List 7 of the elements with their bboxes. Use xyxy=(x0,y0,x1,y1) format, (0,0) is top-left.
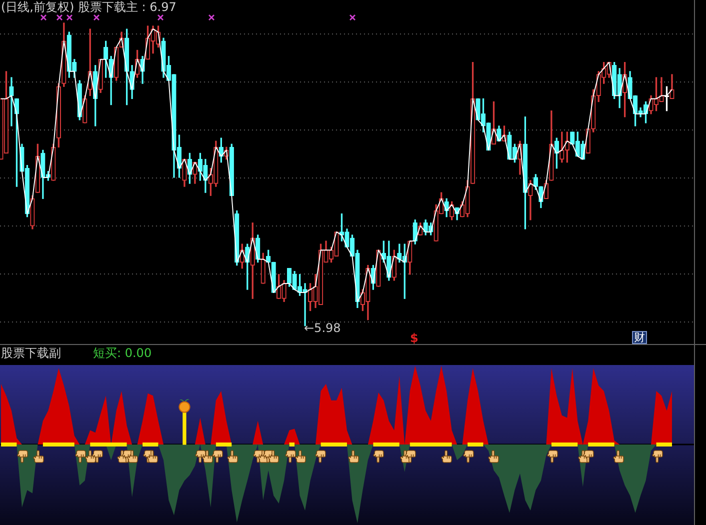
chart-title: (日线,前复权) 股票下载主 : 6.97 xyxy=(1,0,176,14)
text: $ xyxy=(410,331,418,345)
text: 财 xyxy=(632,331,647,344)
annotation: ←5.98 xyxy=(304,321,341,335)
chart-title: 股票下载副 xyxy=(1,346,61,360)
chart-subtitle: 短买: 0.00 xyxy=(93,346,152,360)
candlestick xyxy=(9,77,14,126)
